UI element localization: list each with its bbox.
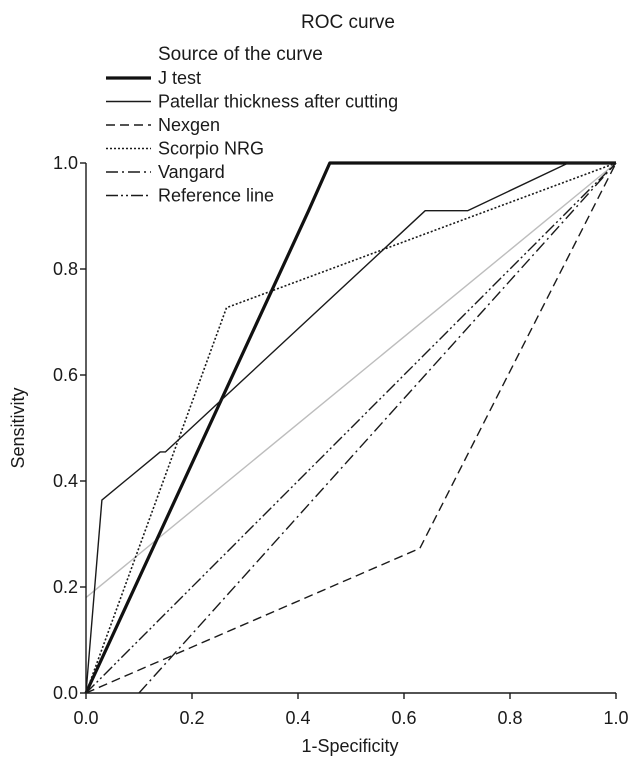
x-tick-label: 0.4	[285, 708, 310, 728]
y-tick-label: 0.6	[53, 365, 78, 385]
y-tick-label: 1.0	[53, 153, 78, 173]
series-j-test	[84, 161, 616, 694]
legend: J test Patellar thickness after cutting Ne…	[106, 68, 398, 206]
y-axis-label: Sensitivity	[8, 387, 28, 468]
y-tick-label: 0.0	[53, 683, 78, 703]
series-patellar-thickness-after-cutting	[85, 162, 616, 694]
x-tick-label: 0.6	[391, 708, 416, 728]
series-gray-line	[85, 162, 617, 599]
y-tick-label: 0.8	[53, 259, 78, 279]
x-tick-label: 0.8	[497, 708, 522, 728]
legend-label-scorpio-nrg: Scorpio NRG	[158, 139, 264, 159]
series-layer	[84, 161, 617, 694]
series-vangard	[138, 162, 617, 694]
legend-label-reference-line: Reference line	[158, 186, 274, 206]
series-scorpio-nrg	[85, 162, 617, 694]
legend-label-j-test: J test	[158, 68, 201, 88]
y-tick-label: 0.4	[53, 471, 78, 491]
series-nexgen	[85, 162, 617, 694]
axes: 0.0 0.2 0.4 0.6 0.8 1.0 0.0 0.2 0.4 0.6 0.8 1.0	[53, 153, 629, 728]
legend-label-vangard: Vangard	[158, 162, 225, 182]
chart-title: ROC curve	[301, 12, 395, 33]
y-tick-label: 0.2	[53, 577, 78, 597]
series-reference-line	[85, 162, 617, 694]
x-tick-label: 1.0	[603, 708, 628, 728]
legend-title: Source of the curve	[158, 44, 323, 65]
x-axis-label: 1-Specificity	[301, 736, 398, 756]
x-tick-label: 0.0	[73, 708, 98, 728]
legend-label-nexgen: Nexgen	[158, 115, 220, 135]
x-tick-label: 0.2	[179, 708, 204, 728]
legend-label-patellar-thickness-after-cutting: Patellar thickness after cutting	[158, 92, 398, 112]
